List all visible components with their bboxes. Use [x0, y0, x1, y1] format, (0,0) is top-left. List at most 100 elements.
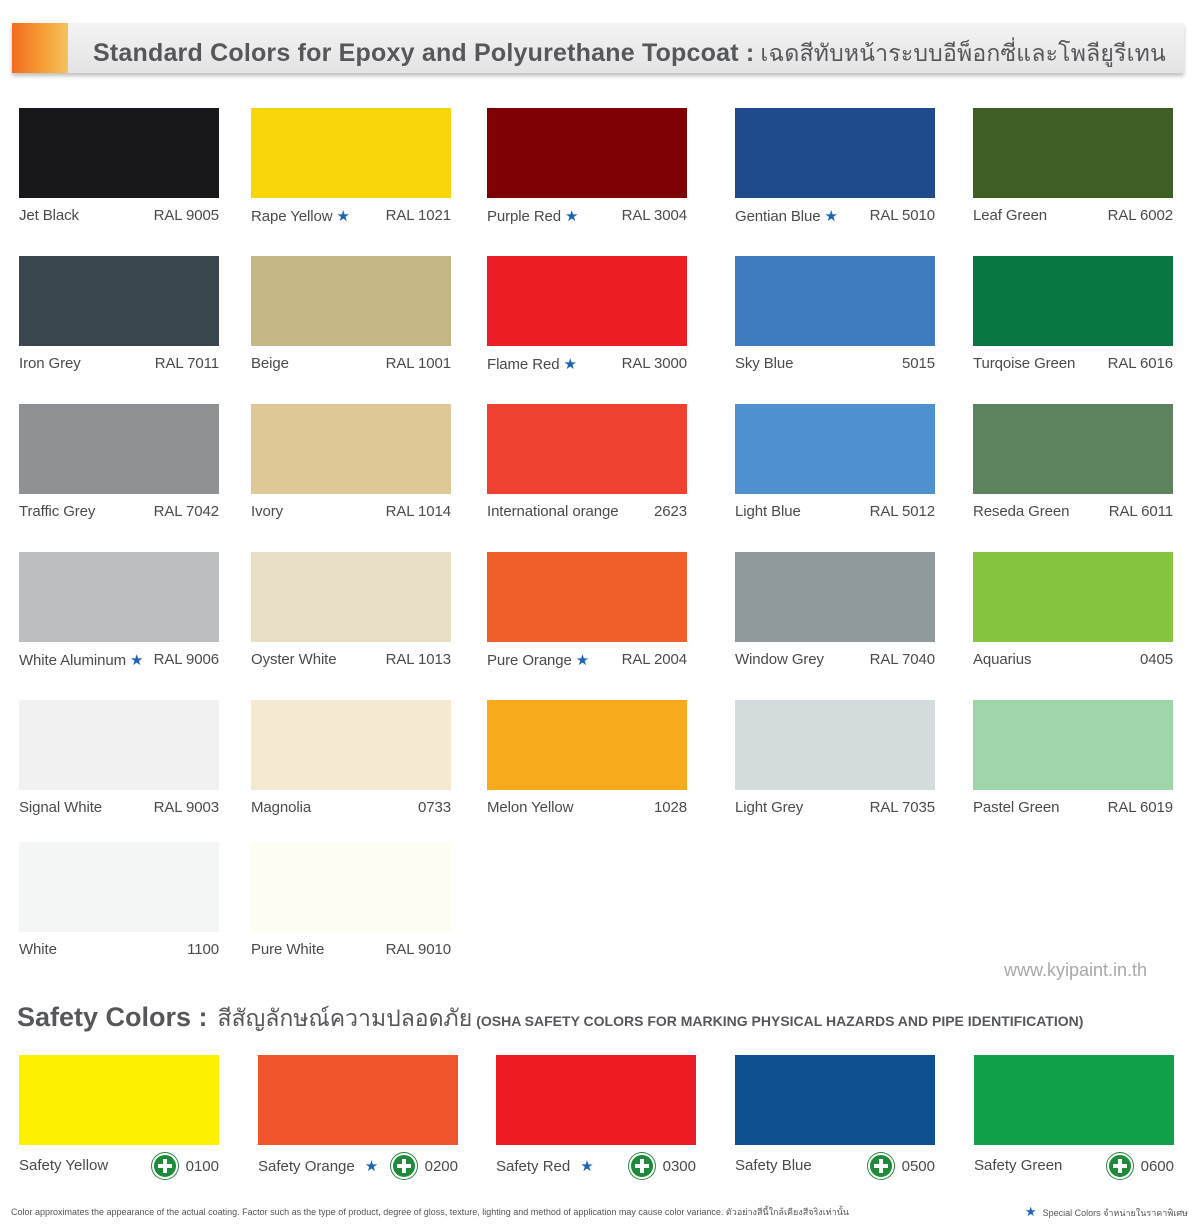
header-bar: Standard Colors for Epoxy and Polyuretha… [12, 23, 1184, 73]
color-name-text: Turqoise Green [973, 355, 1076, 372]
color-swatch-card: Pastel Green RAL 6019 [973, 700, 1188, 832]
safety-color-name-text: Safety Yellow [19, 1157, 109, 1174]
color-code: RAL 7011 [154, 355, 219, 372]
color-swatch [251, 700, 451, 790]
color-name: International orange [487, 503, 619, 520]
color-swatch [487, 108, 687, 198]
color-swatch [487, 700, 687, 790]
color-code: RAL 9010 [385, 941, 451, 958]
color-name-text: Iron Grey [19, 355, 81, 372]
color-swatch-card: Oyster White RAL 1013 [251, 552, 466, 684]
color-code: RAL 7040 [869, 651, 935, 668]
color-code: RAL 7035 [869, 799, 935, 816]
star-icon: ★ [824, 208, 838, 225]
color-name: Light Blue [735, 503, 801, 520]
color-swatch [19, 842, 219, 932]
color-name-text: Signal White [19, 799, 103, 816]
color-name: Sky Blue [735, 355, 794, 372]
color-name-text: White Aluminum [19, 652, 126, 669]
disclaimer-footnote: Color approximates the appearance of the… [11, 1207, 850, 1217]
color-name-text: Beige [251, 355, 289, 372]
color-name: Beige [251, 355, 289, 372]
safety-color-swatch [974, 1055, 1174, 1145]
color-code: RAL 1013 [385, 651, 451, 668]
color-name: Ivory [251, 503, 283, 520]
color-code: RAL 1014 [385, 503, 451, 520]
color-swatch [251, 256, 451, 346]
safety-color-code: 0300 [662, 1157, 696, 1175]
star-icon: ★ [364, 1158, 379, 1175]
color-name: Gentian Blue ★ [735, 207, 838, 225]
special-colors-label: Special Colors จำหน่ายในราคาพิเศษ [1042, 1208, 1188, 1218]
color-name: Jet Black [19, 207, 79, 224]
website-url: www.kyipaint.in.th [1004, 960, 1148, 980]
safety-colors-heading: Safety Colors : สีสัญลักษณ์ความปลอดภัย (OS… [17, 1001, 1083, 1037]
color-name: White [19, 941, 57, 958]
color-name: Signal White [19, 799, 102, 816]
safety-cross-icon [390, 1153, 417, 1179]
safety-code-group: 0100 [151, 1153, 219, 1179]
color-swatch [973, 700, 1173, 790]
safety-color-card: Safety Green 0600 [974, 1055, 1189, 1185]
color-name-text: Reseda Green [973, 503, 1070, 520]
color-swatch [973, 404, 1173, 494]
safety-color-name: Safety Orange ★ [258, 1157, 378, 1175]
color-name-text: Purple Red [487, 208, 562, 225]
color-swatch-card: Sky Blue 5015 [735, 256, 950, 388]
star-icon: ★ [336, 208, 350, 225]
safety-code-group: 0500 [867, 1153, 935, 1179]
safety-code-group: 0300 [628, 1153, 696, 1179]
color-code: 5015 [902, 355, 935, 372]
safety-color-code: 0600 [1140, 1157, 1174, 1175]
color-swatch [19, 552, 219, 642]
safety-color-code: 0200 [424, 1157, 458, 1175]
color-name: Pure White [251, 941, 324, 958]
color-name-text: Light Blue [735, 503, 801, 520]
color-swatch [19, 256, 219, 346]
color-swatch [735, 404, 935, 494]
color-name: Pure Orange ★ [487, 651, 589, 669]
color-swatch [19, 108, 219, 198]
page-title-english: Standard Colors for Epoxy and Polyuretha… [93, 39, 755, 67]
safety-color-name-text: Safety Blue [735, 1157, 812, 1174]
color-swatch [735, 700, 935, 790]
color-code: RAL 2004 [621, 651, 687, 668]
safety-color-name-text: Safety Orange [258, 1158, 355, 1175]
color-swatch-card: Turqoise Green RAL 6016 [973, 256, 1188, 388]
star-icon: ★ [565, 208, 579, 225]
color-swatch-card: Pure Orange ★ RAL 2004 [487, 552, 702, 684]
color-name: Magnolia [251, 799, 311, 816]
color-swatch-card: White 1100 [19, 842, 234, 974]
safety-color-name: Safety Red ★ [496, 1157, 594, 1175]
color-name: Aquarius [973, 651, 1032, 668]
color-name: Pastel Green [973, 799, 1059, 816]
color-code: RAL 1021 [385, 207, 451, 224]
safety-color-name: Safety Yellow [19, 1157, 108, 1174]
safety-cross-icon [628, 1153, 655, 1179]
header-accent-block [12, 23, 68, 73]
color-name: Turqoise Green [973, 355, 1075, 372]
star-icon: ★ [575, 652, 590, 669]
color-swatch [973, 256, 1173, 346]
color-swatch-card: Light Blue RAL 5012 [735, 404, 950, 536]
color-swatch-card: Melon Yellow 1028 [487, 700, 702, 832]
color-swatch [735, 256, 935, 346]
safety-cross-icon [1106, 1153, 1133, 1179]
safety-color-swatch [735, 1055, 935, 1145]
color-name: Reseda Green [973, 503, 1069, 520]
color-swatch-card: Iron Grey RAL 7011 [19, 256, 234, 388]
color-swatch [251, 842, 451, 932]
color-name-text: Oyster White [251, 651, 337, 668]
color-name-text: White [19, 941, 57, 958]
star-icon: ★ [129, 652, 144, 669]
color-code: 1100 [187, 941, 219, 958]
safety-color-name-text: Safety Red [496, 1158, 571, 1175]
color-name-text: Rape Yellow [251, 208, 333, 225]
color-swatch-card: Beige RAL 1001 [251, 256, 466, 388]
safety-color-card: Safety Blue 0500 [735, 1055, 950, 1185]
safety-color-name-text: Safety Green [974, 1157, 1063, 1174]
page-title-thai: เฉดสีทับหน้าระบบอีพ็อกซี่และโพลียูรีเทน [760, 40, 1166, 66]
color-swatch-card: Purple Red ★ RAL 3004 [487, 108, 702, 240]
color-swatch-card: Gentian Blue ★ RAL 5010 [735, 108, 950, 240]
color-code: RAL 6016 [1107, 355, 1173, 372]
